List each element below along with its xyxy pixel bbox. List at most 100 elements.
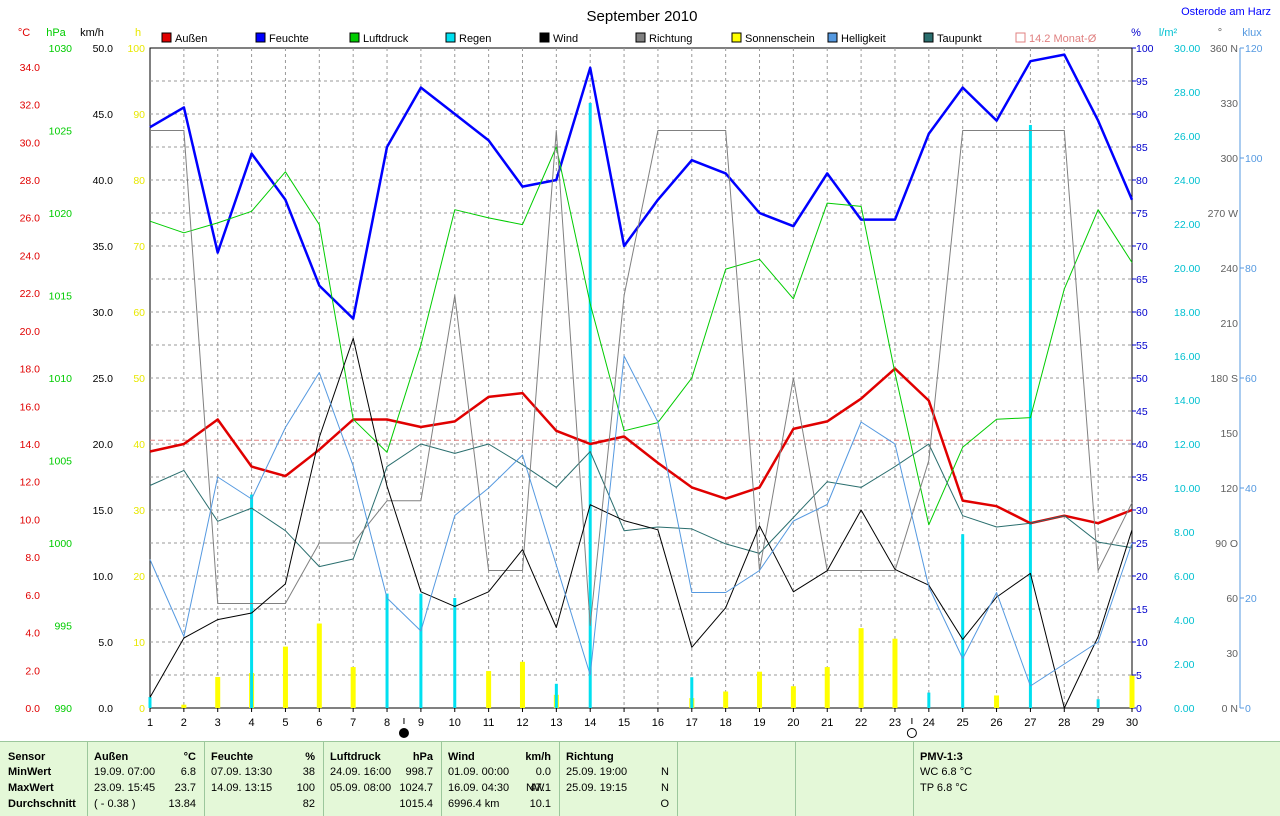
temp-tick-6: 6.0 [25,590,40,602]
luftdruck-max-value: 1024.7 [399,782,433,794]
wind-max-value: 47.1 [529,782,551,794]
full-moon-icon [398,728,409,738]
richtung-max-time: 25.09. 19:15 [566,782,628,794]
min-row-label: MinWert [8,766,52,778]
dir-tick-360: 360 N [1210,43,1238,55]
light-tick-20: 20 [1245,593,1257,605]
wind-header: Wind [448,751,475,763]
x-tick-25: 25 [957,717,969,729]
x-tick-23: 23 [889,717,901,729]
moon-phases [398,718,917,738]
pmv-header: PMV-1:3 [920,751,963,763]
dir-tick-270: 270 W [1208,208,1238,220]
bar-sonnenschein-19 [757,671,763,708]
line-taupunkt [149,443,1133,568]
aussen-max-time: 23.09. 15:45 [94,782,156,794]
humidity-tick-5: 5 [1136,670,1142,682]
rain-tick-2: 2.00 [1174,659,1195,671]
x-tick-20: 20 [787,717,799,729]
temp-tick-14: 14.0 [20,439,41,451]
luftdruck-min-time: 24.09. 16:00 [330,766,392,778]
luftdruck-unit: hPa [412,751,433,763]
bar-regen-4 [250,494,254,708]
legend-label-7: Helligkeit [841,33,886,45]
humidity-tick-10: 10 [1136,637,1148,649]
x-tick-19: 19 [753,717,765,729]
humidity-tick-0: 0 [1136,703,1142,715]
line-feuchte [149,53,1134,320]
legend-swatch-3 [445,32,456,43]
humidity-tick-15: 15 [1136,604,1148,616]
legend-label-6: Sonnenschein [745,33,815,45]
humidity-tick-50: 50 [1136,373,1148,385]
richtung-avg-value: O [660,798,669,810]
dir-tick-330: 330 [1220,98,1238,110]
luftdruck-header: Luftdruck [330,751,381,763]
y-axes: 0.0 2.0 4.0 6.0 8.0 10.0 12.0 14.0 16.0 18.0 20.0 2… [18,27,1263,715]
bar-sonnenschein-23 [892,638,898,708]
wind-tick-20: 20.0 [93,439,114,451]
x-tick-28: 28 [1058,717,1070,729]
bar-sonnenschein-30 [1129,675,1135,708]
x-tick-21: 21 [821,717,833,729]
legend-swatch-0 [161,32,172,43]
legend-swatch-9 [1015,32,1026,43]
bar-regen-10 [453,598,457,708]
rain-tick-24: 24.00 [1174,175,1200,187]
bar-sonnenschein-6 [316,623,322,708]
bar-sonnenschein-12 [519,661,525,708]
humidity-tick-40: 40 [1136,439,1148,451]
dir-tick-240: 240 [1220,263,1238,275]
stats-col-feuchte: Feuchte % 07.09. 13:30 38 14.09. 13:15 1… [205,742,324,816]
wind-tick-40: 40.0 [93,175,114,187]
richtung-min-time: 25.09. 19:00 [566,766,628,778]
legend-label-9: 14.2 Monat-Ø [1029,33,1097,45]
temp-tick-30: 30.0 [20,137,41,149]
rain-tick-10: 10.00 [1174,483,1200,495]
bar-sonnenschein-11 [486,671,492,708]
feuchte-max-value: 100 [296,782,315,794]
bar-regen-8 [385,593,389,708]
sun-tick-100: 100 [127,43,145,55]
wind-tick-30: 30.0 [93,307,114,319]
pressure-tick-1015: 1015 [49,291,73,303]
sun-tick-30: 30 [133,505,145,517]
aussen-min-time: 19.09. 07:00 [94,766,156,778]
stats-col-aussen: Außen °C 19.09. 07:00 6.8 23.09. 15:45 2… [88,742,205,816]
aussen-min-value: 6.8 [180,766,196,778]
humidity-axis-unit: % [1131,27,1141,39]
x-tick-2: 2 [181,717,187,729]
line-luftdruck [149,146,1133,526]
x-tick-12: 12 [516,717,528,729]
bar-regen-9 [419,593,423,708]
humidity-tick-95: 95 [1136,76,1148,88]
luftdruck-max-time: 05.09. 08:00 [330,782,392,794]
luftdruck-min-value: 998.7 [405,766,433,778]
dir-tick-180: 180 S [1211,373,1238,385]
x-tick-13: 13 [550,717,562,729]
x-tick-9: 9 [418,717,424,729]
legend-label-2: Luftdruck [363,33,409,45]
wind-distance: 6996.4 km [448,798,500,810]
chart-legend: Außen Feuchte Luftdruck Regen Wind Richtung So… [161,32,1097,45]
pressure-tick-1025: 1025 [49,126,73,138]
dir-tick-120: 120 [1220,483,1238,495]
humidity-tick-55: 55 [1136,340,1148,352]
x-tick-18: 18 [720,717,732,729]
feuchte-avg-value: 82 [302,798,315,810]
bar-sonnenschein-5 [282,646,288,708]
aussen-avg-note: ( - 0.38 ) [94,798,136,810]
pressure-tick-995: 995 [54,621,72,633]
dir-tick-300: 300 [1220,153,1238,165]
x-tick-27: 27 [1024,717,1036,729]
bar-sonnenschein-22 [858,628,864,708]
x-tick-14: 14 [584,717,596,729]
line-wind [149,337,1133,709]
x-tick-22: 22 [855,717,867,729]
humidity-tick-70: 70 [1136,241,1148,253]
x-tick-17: 17 [686,717,698,729]
humidity-tick-90: 90 [1136,109,1148,121]
rain-axis-unit: l/m² [1159,27,1178,39]
x-tick-8: 8 [384,717,390,729]
pressure-tick-1010: 1010 [49,373,73,385]
